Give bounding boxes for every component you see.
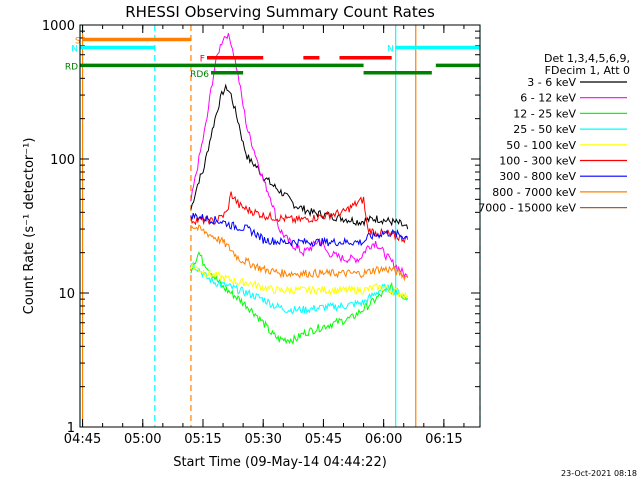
- legend-label-8: 7000 - 15000 keV: [478, 202, 576, 215]
- y-tick-labels: 1 10 100 1000: [42, 19, 75, 436]
- state-lines: [79, 25, 481, 427]
- legend: Det 1,3,4,5,6,9,FDecim 1, Att 03 - 6 keV…: [478, 52, 630, 215]
- series-line-0: [190, 83, 409, 230]
- series-line-3: [190, 260, 409, 315]
- x-tick-label-2: 05:15: [184, 432, 221, 447]
- chart-title: RHESSI Observing Summary Count Rates: [125, 3, 435, 21]
- series-line-7: [190, 224, 409, 282]
- x-tick-label-1: 05:00: [124, 432, 161, 447]
- y-tick-label-3: 1000: [42, 19, 75, 34]
- state-bar-label-3: F: [200, 55, 205, 65]
- legend-label-0: 3 - 6 keV: [527, 76, 576, 89]
- legend-label-5: 100 - 300 keV: [499, 155, 576, 168]
- series-line-1: [190, 33, 409, 279]
- y-tick-label-0: 1: [67, 421, 75, 436]
- legend-label-2: 12 - 25 keV: [513, 107, 576, 120]
- y-tick-label-1: 10: [58, 287, 75, 302]
- x-tick-label-3: 05:30: [244, 432, 281, 447]
- series-line-4: [190, 262, 409, 299]
- state-bar-label-2: N: [387, 44, 394, 54]
- legend-label-4: 50 - 100 keV: [506, 139, 576, 152]
- legend-header-0: Det 1,3,4,5,6,9,: [544, 52, 630, 65]
- series-line-5: [190, 191, 409, 244]
- plot-frame: [79, 24, 481, 428]
- x-tick-label-6: 06:15: [425, 432, 462, 447]
- state-bar-label-8: RD6: [190, 70, 209, 80]
- legend-header-1: FDecim 1, Att 0: [545, 64, 630, 77]
- axis-ticks: [80, 24, 480, 428]
- x-axis-label: Start Time (09-May-14 04:44:22): [173, 455, 387, 470]
- y-tick-label-2: 100: [50, 153, 75, 168]
- footer-date: 23-Oct-2021 08:18: [561, 469, 637, 478]
- series-line-6: [190, 212, 409, 248]
- legend-label-3: 25 - 50 keV: [513, 123, 576, 136]
- series-lines: [190, 33, 409, 345]
- series-line-2: [190, 251, 408, 345]
- state-bar-label-6: RD: [65, 62, 78, 72]
- x-tick-labels: 04:45 05:00 05:15 05:30 05:45 06:00 06:15: [64, 432, 463, 447]
- state-bar-label-1: N: [71, 44, 78, 54]
- legend-label-7: 800 - 7000 keV: [492, 186, 576, 199]
- x-tick-label-0: 04:45: [64, 432, 101, 447]
- y-axis-label: Count Rate (s⁻¹ detector⁻¹): [22, 138, 37, 315]
- x-tick-label-4: 05:45: [305, 432, 342, 447]
- state-bar-label-0: S: [75, 36, 81, 46]
- legend-label-1: 6 - 12 keV: [520, 92, 576, 105]
- legend-label-6: 300 - 800 keV: [499, 170, 576, 183]
- x-tick-label-5: 06:00: [365, 432, 402, 447]
